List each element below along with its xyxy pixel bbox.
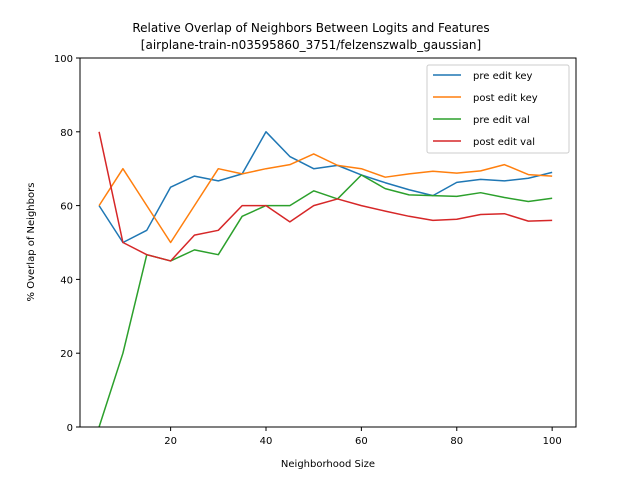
x-tick-label: 100: [543, 436, 562, 447]
x-axis-label: Neighborhood Size: [281, 459, 375, 470]
y-tick-label: 80: [60, 128, 73, 139]
y-tick-label: 0: [67, 423, 73, 434]
legend-label-post-edit-val: post edit val: [473, 137, 535, 148]
chart-subtitle: [airplane-train-n03595860_3751/felzenszw…: [141, 38, 481, 52]
y-tick-label: 20: [60, 349, 73, 360]
y-tick-label: 60: [60, 202, 73, 213]
x-tick-label: 60: [355, 436, 368, 447]
y-axis-ticks: 0 20 40 60 80 100: [54, 54, 80, 434]
y-tick-label: 40: [60, 275, 73, 286]
legend-label-pre-edit-key: pre edit key: [473, 71, 533, 82]
series-line-post-edit-key: [98, 153, 553, 244]
series-line-pre-edit-val: [98, 174, 553, 428]
legend-label-pre-edit-val: pre edit val: [473, 115, 530, 126]
series-line-post-edit-val: [98, 131, 553, 262]
x-tick-label: 80: [450, 436, 463, 447]
legend: pre edit key post edit key pre edit val pos…: [426, 64, 570, 154]
legend-box: [426, 64, 570, 154]
x-tick-label: 20: [164, 436, 177, 447]
legend-label-post-edit-key: post edit key: [473, 93, 538, 104]
y-tick-label: 100: [54, 54, 73, 65]
plot-area: [98, 131, 553, 428]
series-line-pre-edit-key: [98, 131, 553, 244]
chart-title: Relative Overlap of Neighbors Between Lo…: [132, 21, 489, 35]
x-axis-ticks: 20 40 60 80 100: [164, 427, 562, 447]
y-axis-label: % Overlap of Neighbors: [26, 183, 37, 302]
plot-frame: [79, 57, 577, 428]
x-tick-label: 40: [260, 436, 273, 447]
